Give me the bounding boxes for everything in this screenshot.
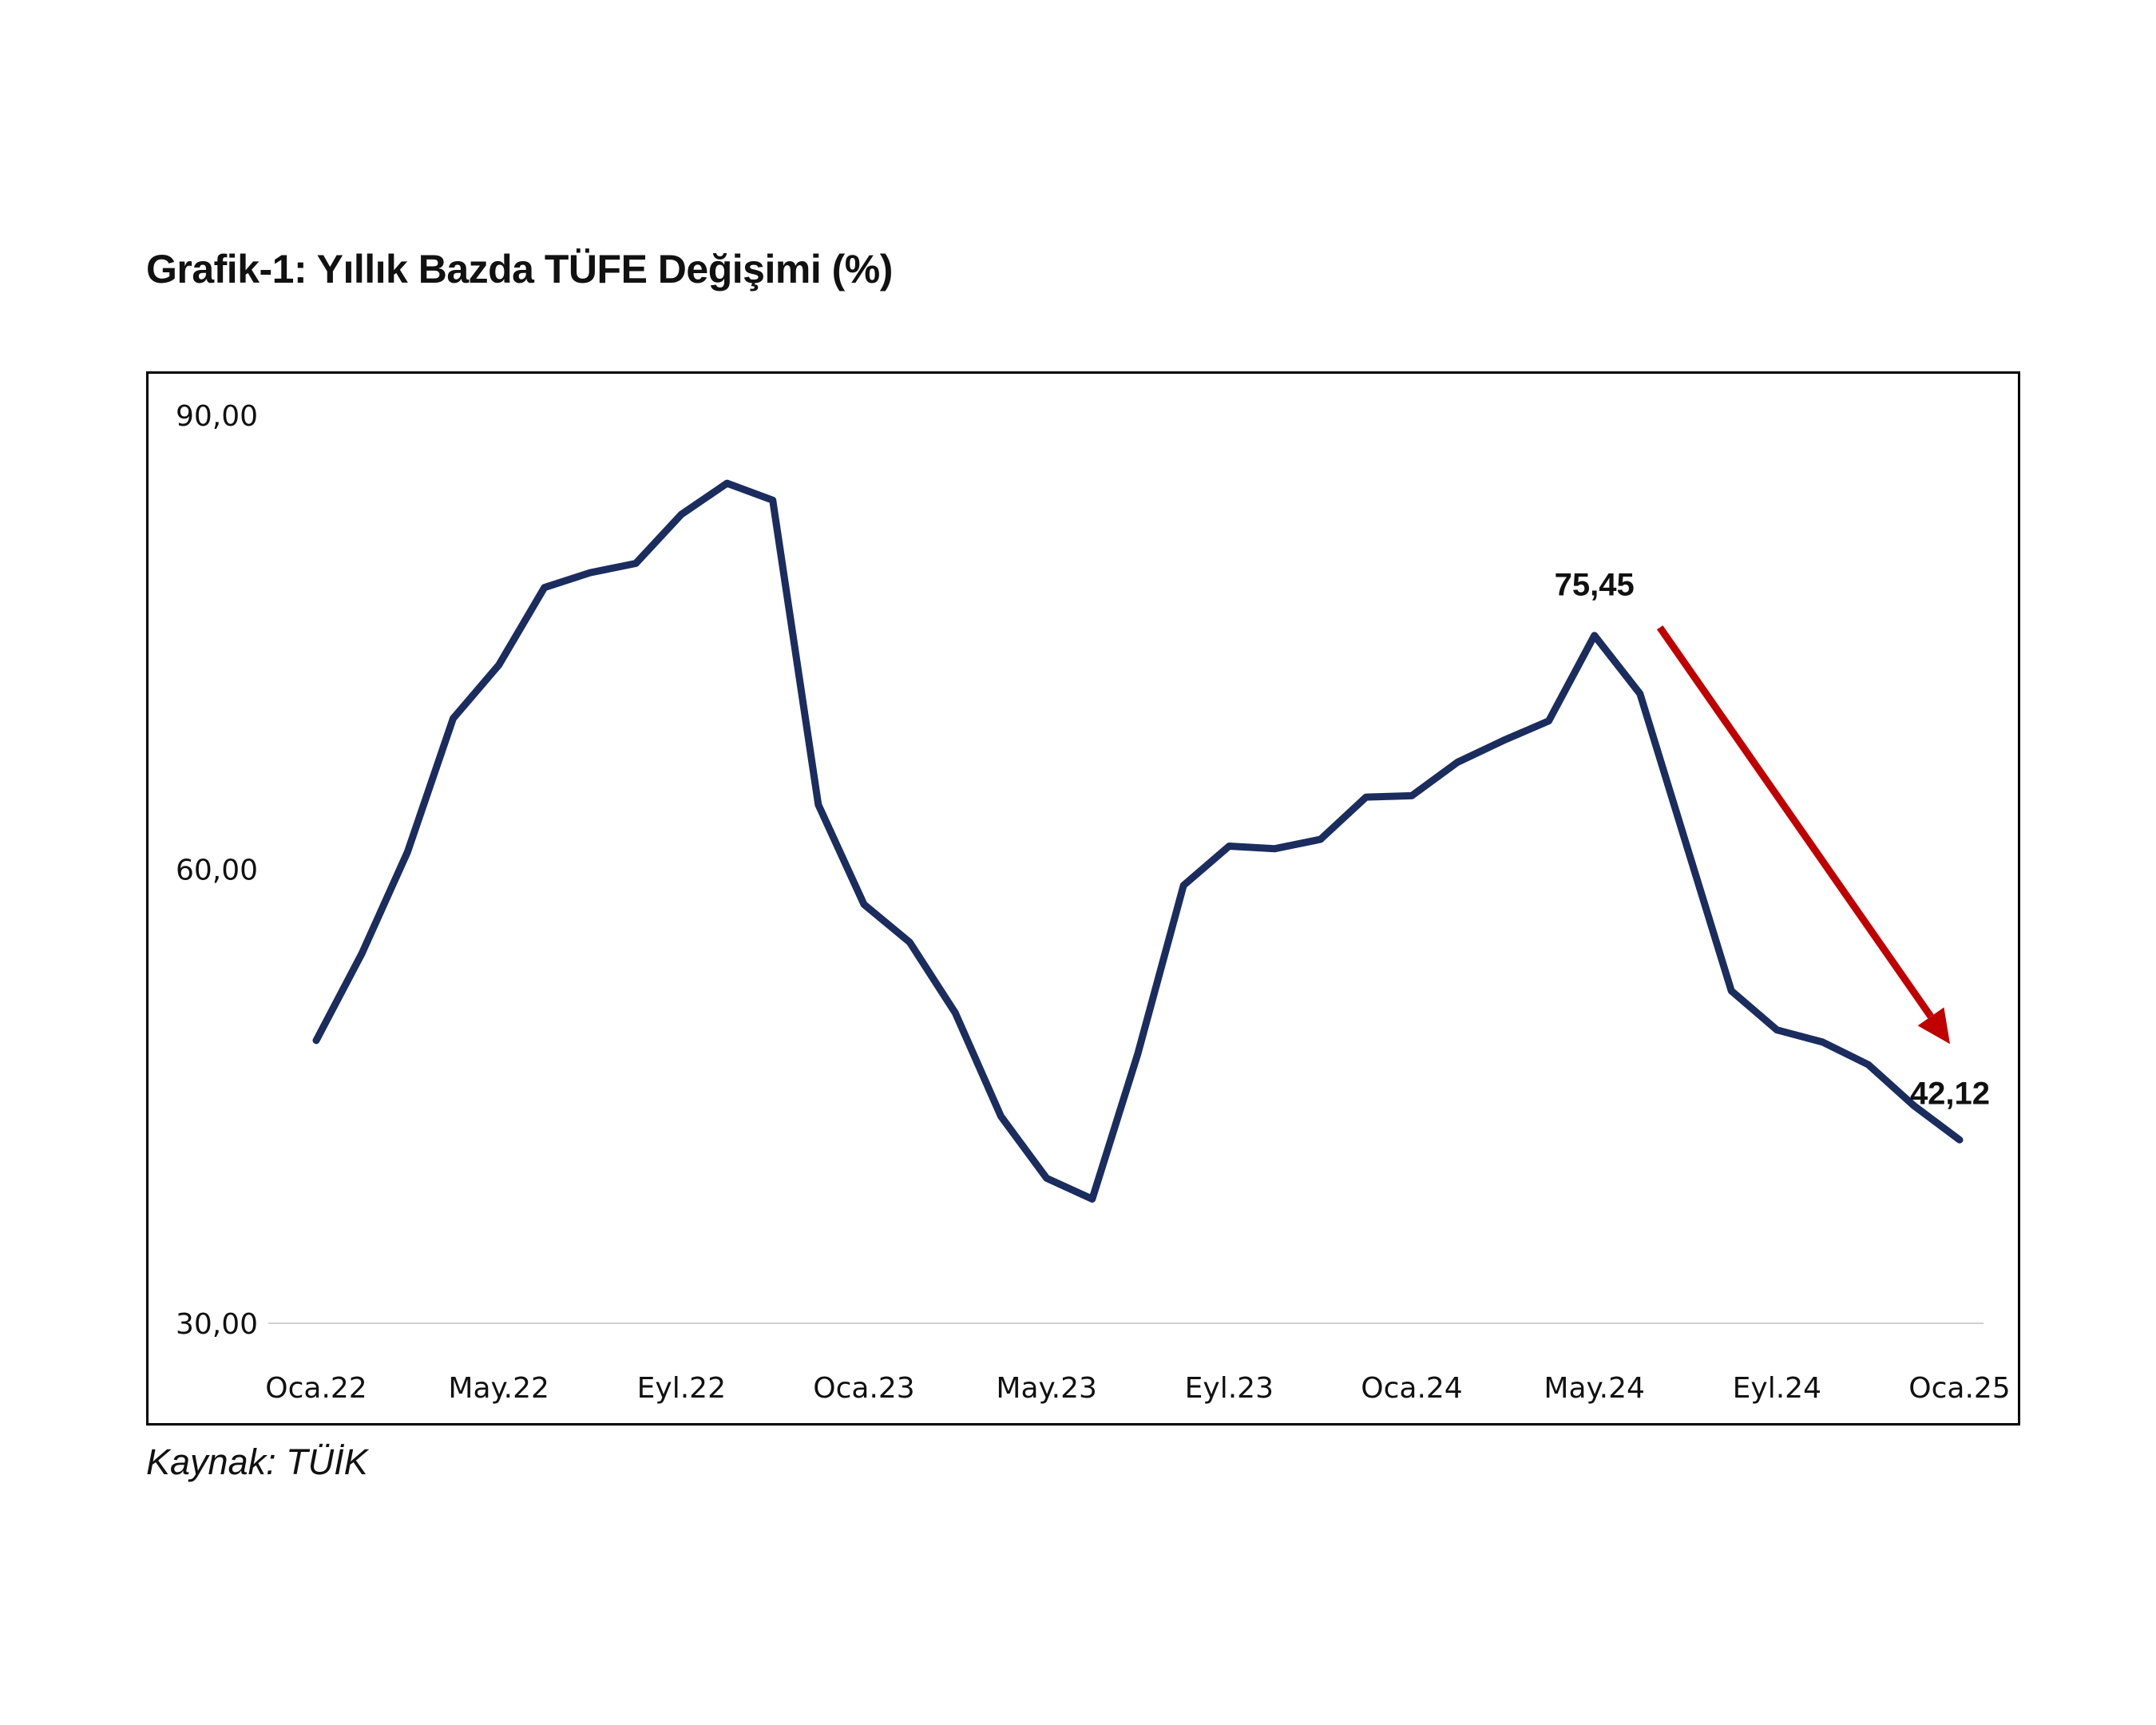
data-label-peak: 75,45 bbox=[1555, 568, 1635, 603]
x-tick-label: May.24 bbox=[1544, 1372, 1645, 1405]
y-tick-label: 60,00 bbox=[176, 855, 258, 887]
x-tick-label: Eyl.22 bbox=[637, 1372, 726, 1405]
y-tick-label: 30,00 bbox=[176, 1308, 258, 1341]
data-label-last: 42,12 bbox=[1910, 1076, 1990, 1111]
x-tick-label: Oca.25 bbox=[1908, 1372, 2010, 1405]
x-tick-label: Oca.22 bbox=[265, 1372, 367, 1405]
series-line bbox=[312, 479, 1964, 1203]
x-tick-label: Oca.23 bbox=[813, 1372, 914, 1405]
source-note: Kaynak: TÜİK bbox=[146, 1441, 368, 1482]
x-tick-label: May.23 bbox=[996, 1372, 1097, 1405]
y-tick-label: 90,00 bbox=[176, 400, 258, 433]
x-tick-label: May.22 bbox=[448, 1372, 549, 1405]
x-tick-label: Eyl.24 bbox=[1733, 1372, 1821, 1405]
trend-arrow-shaft bbox=[1656, 625, 1934, 1019]
annotation-layer: 75,45 42,12 bbox=[1555, 568, 1990, 1112]
chart-frame: 30,00 60,00 90,00 Oca.22 May.22 Eyl.22 Oca.23 M… bbox=[146, 371, 2020, 1426]
x-tick-label: Oca.24 bbox=[1361, 1372, 1462, 1405]
trend-arrow-head bbox=[1917, 1007, 1950, 1045]
chart-title: Grafik-1: Yıllık Bazda TÜFE Değişimi (%) bbox=[146, 247, 893, 291]
series-layer bbox=[312, 479, 1964, 1203]
line-chart: 30,00 60,00 90,00 Oca.22 May.22 Eyl.22 Oca.23 M… bbox=[176, 400, 2011, 1405]
axis-layer: 30,00 60,00 90,00 Oca.22 May.22 Eyl.22 Oca.23 M… bbox=[176, 400, 2011, 1405]
x-tick-label: Eyl.23 bbox=[1185, 1372, 1274, 1405]
